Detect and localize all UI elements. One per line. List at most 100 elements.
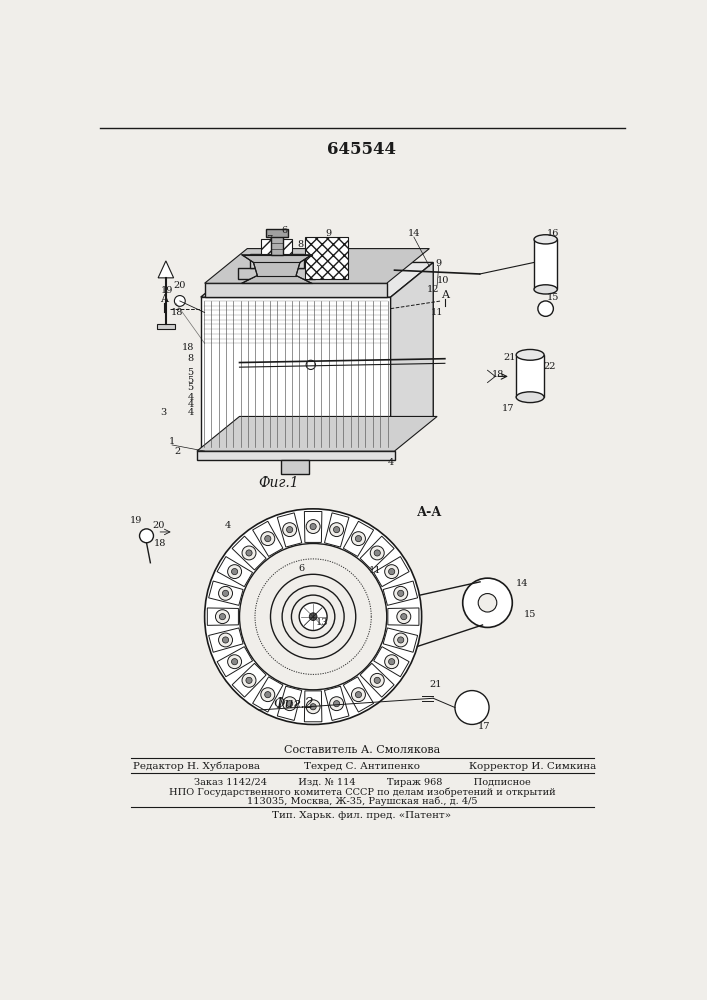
Polygon shape: [252, 521, 283, 556]
Circle shape: [246, 550, 252, 556]
Text: 11: 11: [431, 308, 443, 317]
Circle shape: [356, 536, 361, 542]
Text: 4: 4: [187, 393, 194, 402]
Circle shape: [455, 691, 489, 724]
Text: 15: 15: [547, 293, 559, 302]
Circle shape: [283, 523, 297, 537]
Circle shape: [261, 688, 275, 702]
Circle shape: [286, 527, 293, 533]
Circle shape: [397, 637, 404, 643]
Text: Фиг.2: Фиг.2: [274, 697, 314, 711]
Text: 18: 18: [182, 343, 194, 352]
Bar: [238, 268, 315, 279]
Text: 18: 18: [491, 370, 504, 379]
Circle shape: [175, 296, 185, 306]
Text: Корректор И. Симкина: Корректор И. Симкина: [469, 762, 596, 771]
Polygon shape: [374, 557, 409, 587]
Bar: [534, 239, 557, 289]
Text: 14: 14: [408, 229, 420, 238]
Text: 18: 18: [171, 308, 184, 317]
Polygon shape: [383, 628, 418, 652]
Text: НПО Государственного комитета СССР по делам изобретений и открытий: НПО Государственного комитета СССР по де…: [169, 787, 555, 797]
Text: 5: 5: [187, 368, 194, 377]
Circle shape: [264, 536, 271, 542]
Text: 645544: 645544: [327, 141, 397, 158]
Text: Фиг.1: Фиг.1: [258, 476, 298, 490]
Bar: [201, 297, 391, 451]
Text: 14: 14: [516, 579, 529, 588]
Text: 12: 12: [427, 285, 440, 294]
Text: 22: 22: [543, 362, 556, 371]
Bar: [156, 324, 175, 329]
Text: 20: 20: [174, 281, 186, 290]
Text: 17: 17: [477, 722, 490, 731]
Circle shape: [385, 655, 399, 669]
Circle shape: [385, 565, 399, 579]
Polygon shape: [209, 581, 243, 605]
Text: 3: 3: [160, 408, 167, 417]
Circle shape: [370, 673, 384, 687]
Circle shape: [219, 614, 226, 620]
Polygon shape: [305, 512, 322, 542]
Circle shape: [242, 673, 256, 687]
Text: A: A: [160, 294, 168, 304]
Polygon shape: [158, 261, 174, 278]
Text: Редактор Н. Хубларова: Редактор Н. Хубларова: [134, 761, 260, 771]
Polygon shape: [277, 513, 302, 547]
Text: 11: 11: [369, 566, 381, 575]
Ellipse shape: [516, 392, 544, 403]
Polygon shape: [388, 608, 419, 625]
Polygon shape: [325, 513, 349, 547]
Bar: [516, 355, 544, 397]
Text: 4: 4: [187, 408, 194, 417]
Text: A: A: [441, 290, 449, 300]
Text: 19: 19: [161, 286, 174, 295]
Text: 16: 16: [547, 229, 559, 238]
Text: 2: 2: [175, 447, 180, 456]
Bar: [204, 283, 387, 297]
Bar: [271, 235, 283, 255]
Circle shape: [394, 633, 408, 647]
Circle shape: [246, 677, 252, 683]
Circle shape: [240, 544, 387, 690]
Polygon shape: [252, 677, 283, 712]
Polygon shape: [217, 557, 252, 587]
Polygon shape: [197, 416, 437, 451]
Text: Заказ 1142/24          Изд. № 114          Тираж 968          Подписное: Заказ 1142/24 Изд. № 114 Тираж 968 Подпи…: [194, 778, 530, 787]
Text: 4: 4: [387, 458, 394, 467]
Ellipse shape: [516, 349, 544, 360]
Circle shape: [356, 692, 361, 698]
Text: 13: 13: [316, 618, 329, 627]
Text: Техред С. Антипенко: Техред С. Антипенко: [304, 762, 420, 771]
Circle shape: [223, 637, 228, 643]
Circle shape: [374, 677, 380, 683]
Polygon shape: [391, 262, 433, 451]
Bar: [266, 229, 288, 237]
Polygon shape: [204, 249, 429, 283]
Polygon shape: [232, 536, 266, 570]
Circle shape: [218, 633, 233, 647]
Ellipse shape: [534, 285, 557, 294]
Circle shape: [310, 704, 316, 710]
Circle shape: [231, 659, 238, 665]
Text: 21: 21: [429, 680, 442, 689]
Polygon shape: [325, 686, 349, 720]
Text: 4: 4: [187, 400, 194, 409]
Polygon shape: [344, 521, 373, 556]
Circle shape: [283, 697, 297, 711]
Polygon shape: [360, 536, 394, 570]
Circle shape: [394, 586, 408, 600]
Circle shape: [223, 590, 228, 596]
Circle shape: [291, 595, 335, 638]
Text: 113035, Москва, Ж-35, Раушская наб., д. 4/5: 113035, Москва, Ж-35, Раушская наб., д. …: [247, 797, 477, 806]
Text: 19: 19: [130, 516, 143, 525]
Circle shape: [264, 692, 271, 698]
Bar: [250, 254, 304, 268]
Text: А-А: А-А: [416, 506, 442, 519]
Text: 15: 15: [524, 610, 537, 619]
Ellipse shape: [534, 235, 557, 244]
Text: 18: 18: [154, 539, 167, 548]
Polygon shape: [209, 628, 243, 652]
Polygon shape: [344, 677, 373, 712]
Circle shape: [228, 655, 242, 669]
